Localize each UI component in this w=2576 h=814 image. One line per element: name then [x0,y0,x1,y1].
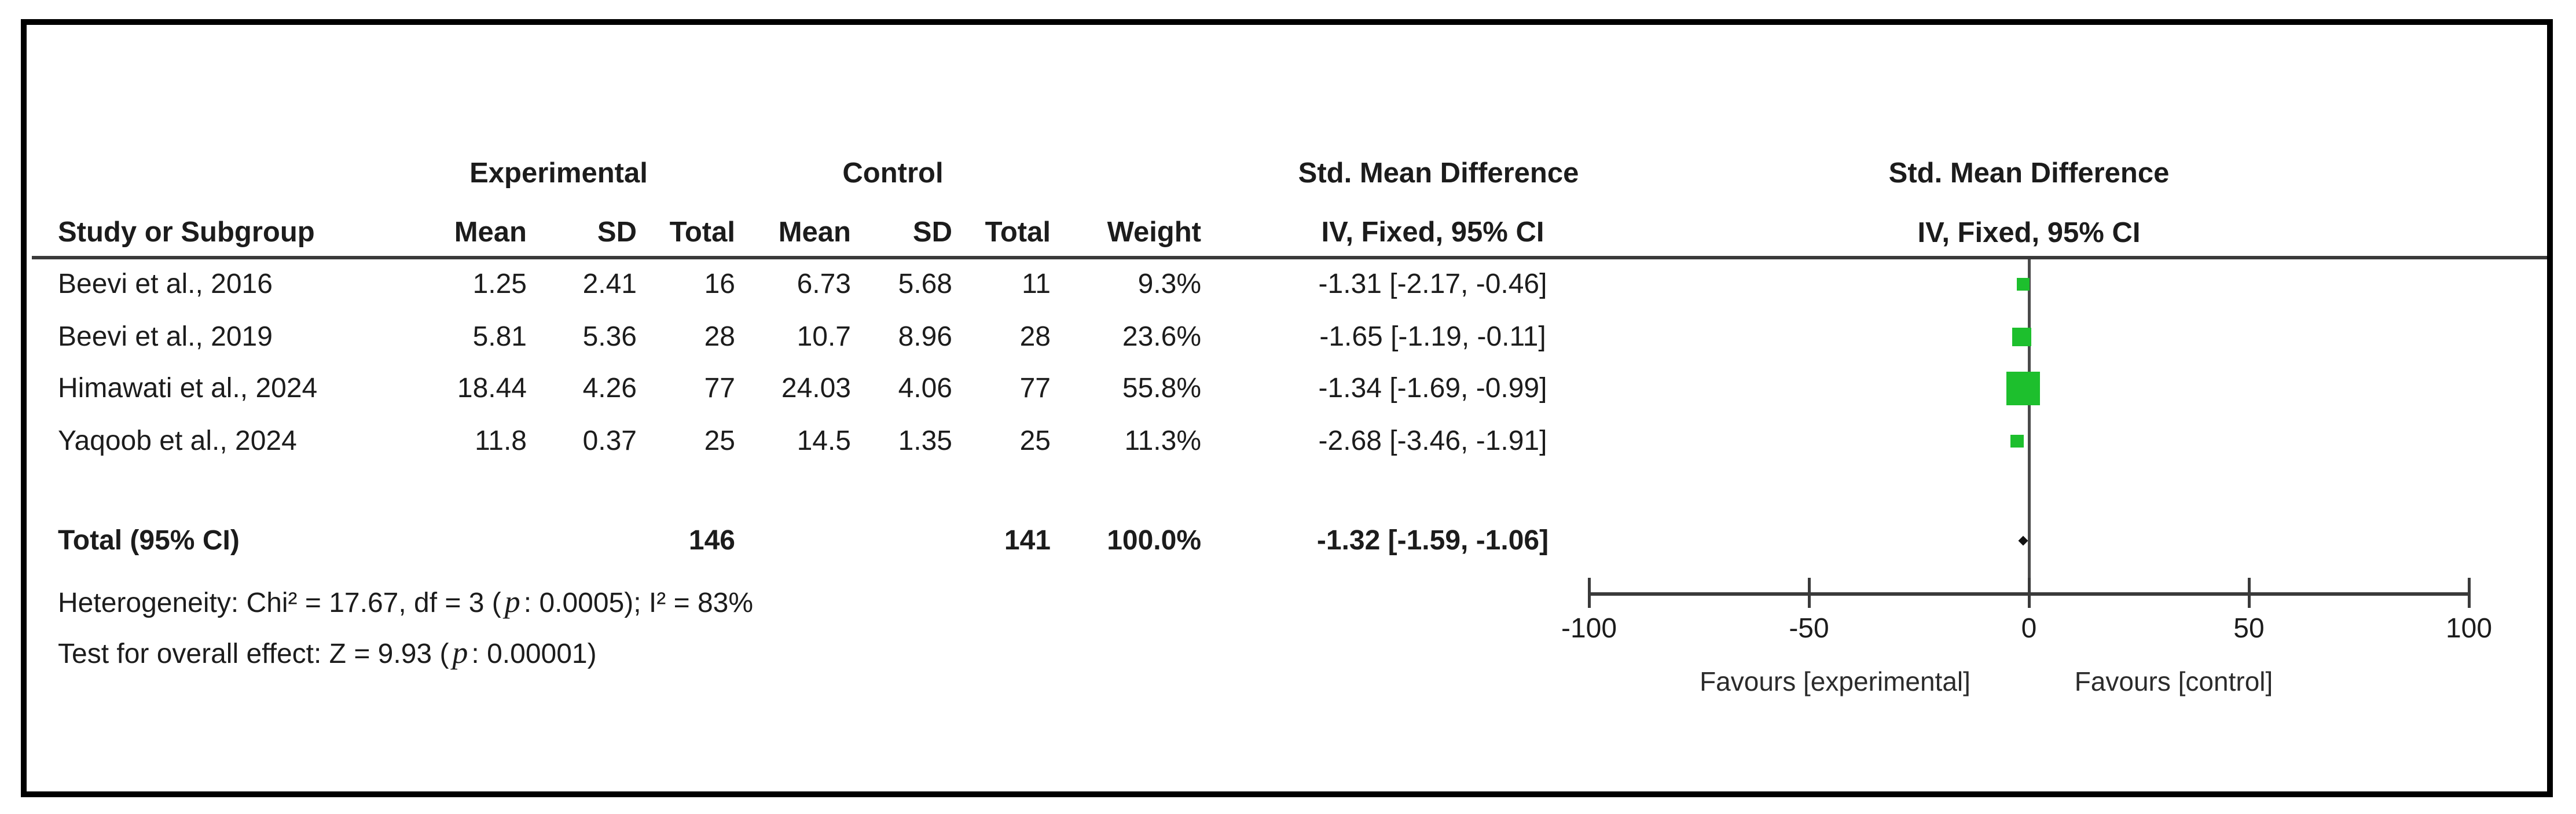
table-row: Beevi et al., 2019 5.81 5.36 28 10.7 8.9… [58,320,1664,354]
group-header-experimental: Experimental [469,157,648,189]
col-header-exp-mean: Mean [454,217,527,248]
total-ctl-total: 141 [1004,525,1051,556]
ctl-mean: 24.03 [781,373,851,404]
favours-left-label: Favours [experimental] [1700,666,1970,696]
weight: 9.3% [1137,269,1201,299]
total-label: Total (95% CI) [58,525,240,556]
study-label: Beevi et al., 2016 [58,269,273,299]
study-label: Himawati et al., 2024 [58,373,318,404]
group-header-smd: Std. Mean Difference [1298,157,1579,189]
exp-sd: 2.41 [582,269,637,299]
exp-sd: 5.36 [582,321,637,352]
study-weight-square [2017,278,2030,291]
ctl-total: 11 [1022,269,1051,299]
exp-total: 16 [704,269,735,299]
ctl-total: 77 [1019,373,1051,404]
col-header-ctl-mean: Mean [778,217,851,248]
col-header-ctl-total: Total [985,217,1051,248]
col-header-exp-total: Total [669,217,735,248]
study-weight-square [2010,434,2024,448]
col-header-study: Study or Subgroup [58,217,315,248]
exp-total: 28 [704,321,735,352]
total-ci-text: -1.32 [-1.59, -1.06] [1316,525,1549,556]
ctl-sd: 8.96 [898,321,952,352]
overall-effect-suffix: : 0.00001) [471,639,597,669]
ci-text: -1.65 [-1.19, -0.11] [1319,321,1546,352]
ctl-sd: 1.35 [898,426,952,456]
ctl-sd: 4.06 [898,373,952,404]
ctl-mean: 6.73 [797,269,851,299]
plot-header-smd: Std. Mean Difference [1888,157,2170,189]
ci-text: -1.31 [-2.17, -0.46] [1318,269,1547,299]
x-axis-tick-label: -100 [1561,613,1617,644]
x-axis-tick [2027,578,2031,608]
x-axis-tick [1587,578,1591,608]
ctl-sd: 5.68 [898,269,952,299]
x-axis-tick-label: 50 [2233,613,2265,644]
p-symbol: p [504,584,520,619]
x-axis-tick-label: 100 [2445,613,2493,644]
x-axis-tick-label: -50 [1789,613,1829,644]
table-row: Himawati et al., 2024 18.44 4.26 77 24.0… [58,372,1664,405]
exp-mean: 5.81 [472,321,527,352]
ctl-total: 28 [1019,321,1051,352]
total-row: Total (95% CI) 146 141 100.0% -1.32 [-1.… [58,524,1664,558]
study-label: Yaqoob et al., 2024 [58,426,297,456]
heterogeneity-prefix: Heterogeneity: Chi² = 17.67, df = 3 ( [58,588,501,618]
group-header-control: Control [842,157,944,189]
exp-sd: 4.26 [582,373,637,404]
table-row: Yaqoob et al., 2024 11.8 0.37 25 14.5 1.… [58,424,1664,458]
column-header-row: Study or Subgroup Mean SD Total Mean SD … [58,215,1664,249]
study-weight-square [2006,372,2040,405]
ctl-mean: 14.5 [797,426,851,456]
exp-total: 77 [704,373,735,404]
ci-text: -2.68 [-3.46, -1.91] [1318,426,1547,456]
figure-border-frame [21,19,2553,797]
exp-mean: 18.44 [457,373,527,404]
zero-reference-line [2028,259,2031,594]
weight: 55.8% [1122,373,1201,404]
exp-total: 25 [704,426,735,456]
overall-effect-line: Test for overall effect: Z = 9.93 (p: 0.… [58,636,597,671]
study-label: Beevi et al., 2019 [58,321,273,352]
col-header-ctl-sd: SD [912,217,952,248]
total-weight: 100.0% [1107,525,1201,556]
heterogeneity-suffix: : 0.0005); I² = 83% [523,588,754,618]
favours-right-label: Favours [control] [2074,666,2273,696]
x-axis-tick [2467,578,2471,608]
col-header-exp-sd: SD [597,217,637,248]
plot-header-model: IV, Fixed, 95% CI [1917,217,2141,248]
total-exp-total: 146 [688,525,735,556]
x-axis-tick-label: 0 [2021,613,2037,644]
weight: 11.3% [1124,426,1201,456]
x-axis-tick [1807,578,1811,608]
header-divider-line [32,256,2547,259]
overall-effect-prefix: Test for overall effect: Z = 9.93 ( [58,639,449,669]
weight: 23.6% [1122,321,1201,352]
table-row: Beevi et al., 2016 1.25 2.41 16 6.73 5.6… [58,267,1664,301]
col-header-ci: IV, Fixed, 95% CI [1321,217,1544,248]
study-weight-square [2012,327,2031,347]
p-symbol: p [452,635,468,670]
ctl-mean: 10.7 [797,321,851,352]
ctl-total: 25 [1019,426,1051,456]
exp-mean: 11.8 [475,426,527,456]
exp-sd: 0.37 [582,426,637,456]
col-header-weight: Weight [1107,217,1201,248]
exp-mean: 1.25 [472,269,527,299]
x-axis-tick [2247,578,2251,608]
heterogeneity-line: Heterogeneity: Chi² = 17.67, df = 3 (p: … [58,585,753,620]
ci-text: -1.34 [-1.69, -0.99] [1318,373,1547,404]
